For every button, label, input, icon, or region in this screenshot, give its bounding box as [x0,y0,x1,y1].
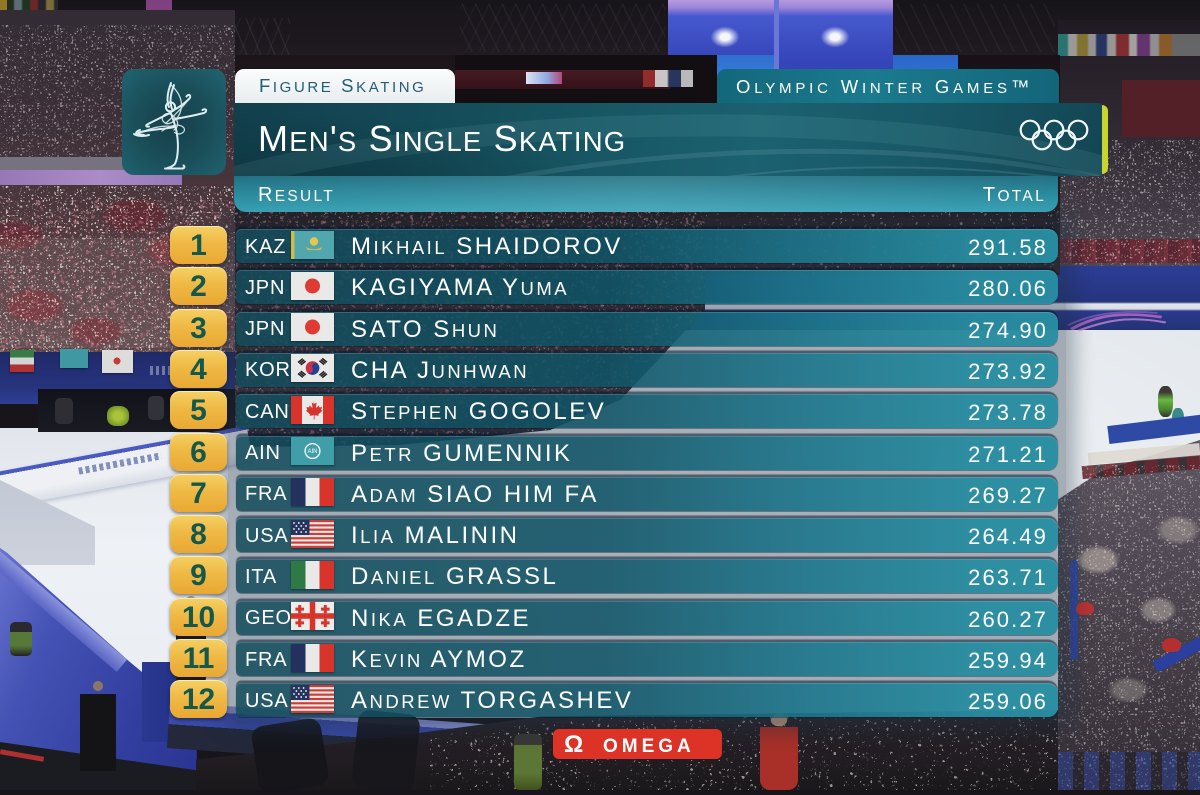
svg-text:AIN: AIN [307,449,317,455]
